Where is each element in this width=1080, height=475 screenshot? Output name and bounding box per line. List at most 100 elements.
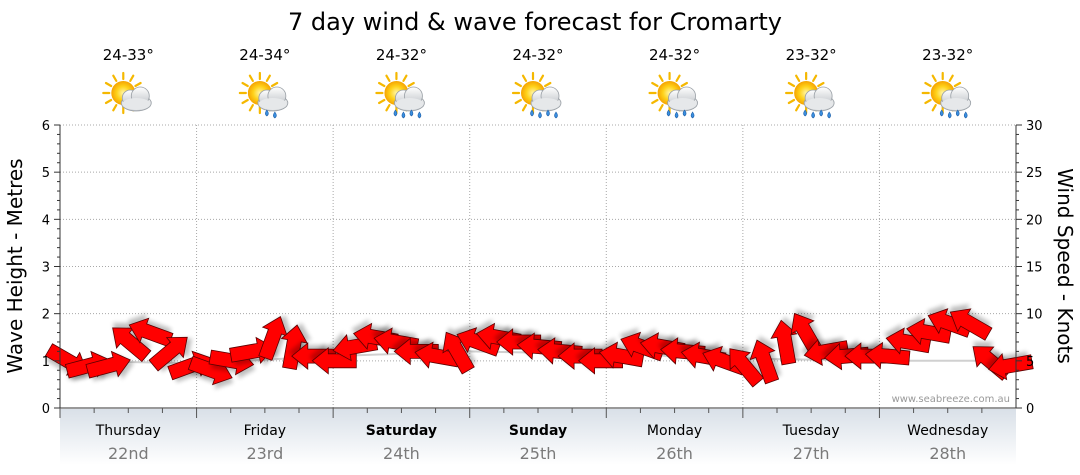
sun-ray bbox=[931, 74, 937, 82]
cloud-base bbox=[122, 98, 151, 110]
rain-drop bbox=[393, 109, 398, 117]
rain-drop bbox=[554, 111, 558, 119]
sun-ray bbox=[812, 74, 818, 82]
cloud-base bbox=[258, 98, 287, 110]
sun-ray bbox=[104, 81, 113, 88]
sun-ray bbox=[795, 104, 801, 112]
sun-ray bbox=[948, 74, 954, 82]
day-date-label: 27th bbox=[793, 444, 830, 463]
day-axis-band bbox=[60, 409, 1016, 465]
rain-drop bbox=[682, 109, 687, 117]
wind-arrow bbox=[258, 315, 292, 361]
day-name-label: Thursday bbox=[95, 423, 161, 439]
day-name-label: Monday bbox=[647, 423, 702, 439]
temperature-range-label: 24-32° bbox=[376, 46, 427, 64]
temperature-range-label: 24-32° bbox=[512, 46, 563, 64]
sun-ray bbox=[924, 98, 932, 105]
cloud-base bbox=[395, 98, 424, 110]
wind-arrow bbox=[442, 327, 477, 375]
right-tick-label: 5 bbox=[1026, 355, 1034, 370]
left-tick-label: 6 bbox=[42, 119, 50, 134]
rain-drop bbox=[538, 111, 542, 119]
day-date-label: 23rd bbox=[246, 444, 283, 463]
day-date-label: 22nd bbox=[108, 444, 149, 463]
right-tick-label: 25 bbox=[1026, 166, 1043, 181]
rain-drop bbox=[666, 109, 671, 117]
temperature-range-label: 24-34° bbox=[239, 46, 290, 64]
sun-ray bbox=[787, 81, 796, 88]
wind-arrow-body bbox=[280, 324, 308, 371]
right-tick-label: 20 bbox=[1026, 213, 1043, 228]
sun-ray bbox=[538, 74, 545, 82]
weather-showers-icon bbox=[375, 71, 425, 119]
weather-showers-icon bbox=[648, 71, 698, 119]
sun-ray bbox=[675, 74, 681, 82]
wind-arrow-body bbox=[988, 352, 1034, 381]
wind-arrow-body bbox=[770, 319, 798, 366]
weather-showers-icon bbox=[921, 71, 972, 119]
wind-arrow bbox=[85, 350, 135, 382]
left-tick-label: 2 bbox=[42, 308, 50, 323]
sun-ray bbox=[385, 74, 391, 82]
wind-arrow bbox=[984, 350, 1034, 381]
rain-drop bbox=[674, 111, 679, 119]
sun-ray bbox=[924, 81, 932, 88]
wind-arrow-body bbox=[128, 317, 174, 348]
wind-arrow-body bbox=[729, 348, 765, 388]
wind-arrow-body bbox=[442, 331, 475, 375]
temperature-range-label: 23-32° bbox=[786, 46, 837, 64]
sun-ray bbox=[248, 104, 254, 112]
sun-ray bbox=[658, 104, 664, 112]
sun-ray bbox=[680, 81, 688, 88]
day-date-label: 28th bbox=[929, 444, 966, 463]
sun-ray bbox=[931, 104, 937, 112]
sun-ray bbox=[134, 81, 142, 88]
rain-drop bbox=[963, 111, 968, 119]
sun-ray bbox=[270, 81, 279, 88]
wind-arrow-body bbox=[864, 341, 911, 370]
rain-drop bbox=[417, 111, 422, 119]
wind-arrow bbox=[862, 338, 911, 370]
day-name-label: Wednesday bbox=[907, 423, 988, 439]
sun-ray bbox=[248, 74, 254, 82]
weather-partly-cloudy-icon bbox=[102, 71, 152, 115]
sun-ray bbox=[787, 98, 796, 105]
sun-ray bbox=[378, 98, 386, 105]
sun-ray bbox=[241, 98, 249, 105]
weather-showers-icon bbox=[785, 71, 835, 119]
sun-ray bbox=[651, 98, 659, 105]
sun-ray bbox=[385, 104, 391, 112]
day-date-label: 24th bbox=[383, 444, 420, 463]
left-tick-label: 3 bbox=[42, 261, 50, 276]
sun-ray bbox=[795, 74, 801, 82]
sun-ray bbox=[514, 98, 522, 105]
rain-drop bbox=[811, 111, 815, 119]
right-axis-label: Wind Speed - Knots bbox=[1053, 168, 1077, 364]
rain-drop bbox=[955, 109, 960, 117]
temperature-range-label: 24-32° bbox=[649, 46, 700, 64]
weather-light-showers-icon bbox=[238, 71, 289, 119]
wind-arrow bbox=[148, 336, 193, 373]
cloud-base bbox=[532, 98, 560, 110]
day-date-label: 26th bbox=[656, 444, 693, 463]
wind-arrow-body bbox=[258, 316, 288, 361]
sun-ray bbox=[817, 81, 825, 88]
sun-ray bbox=[112, 104, 118, 112]
wind-arrow bbox=[112, 322, 152, 363]
rain-drop bbox=[273, 111, 277, 119]
rain-drop bbox=[409, 109, 414, 117]
right-tick-label: 15 bbox=[1026, 261, 1043, 276]
rain-drop bbox=[939, 109, 944, 117]
rain-drop bbox=[947, 111, 952, 119]
wind-arrow-body bbox=[148, 336, 188, 372]
left-tick-label: 5 bbox=[42, 166, 50, 181]
temperature-range-label: 23-32° bbox=[922, 46, 973, 64]
day-axis-labels: Thursday 22nd Friday 23rd Saturday 24th Sunday… bbox=[59, 408, 988, 463]
right-tick-label: 0 bbox=[1026, 402, 1034, 417]
sun-ray bbox=[402, 74, 408, 82]
wind-arrow bbox=[904, 314, 952, 346]
wind-arrow bbox=[949, 303, 993, 341]
sun-ray bbox=[129, 74, 135, 82]
rain-drop bbox=[690, 111, 695, 119]
day-name-label: Tuesday bbox=[782, 423, 840, 439]
